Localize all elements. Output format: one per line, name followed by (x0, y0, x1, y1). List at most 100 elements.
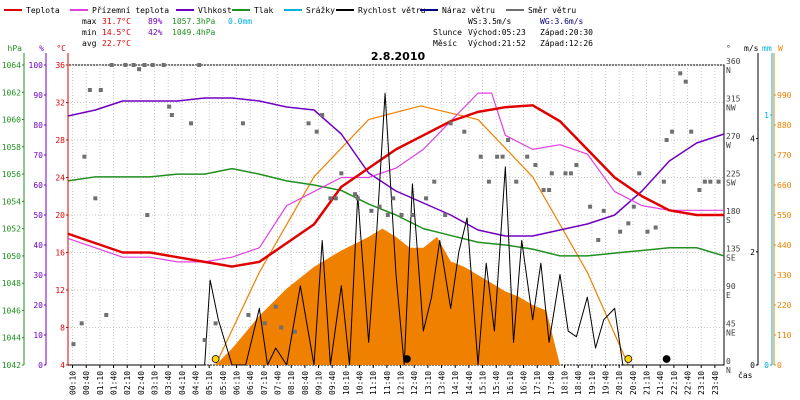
x-tick-label: 12:40 (410, 371, 419, 395)
stats-max-temp: 31.7°C (102, 17, 131, 26)
wind-dir-point (653, 225, 658, 230)
x-tick-label: 09:40 (328, 371, 337, 395)
pressure-tick-label: 1052 (2, 225, 21, 234)
pressure-tick-label: 1062 (2, 88, 21, 97)
wind-dir-tick-label: 0 (726, 357, 731, 366)
wind-dir-axis-title: ° (726, 44, 731, 53)
wind-dir-point (123, 63, 128, 67)
x-tick-label: 23:10 (697, 371, 706, 395)
x-tick-label: 20:10 (615, 371, 624, 395)
wind-dir-point (87, 88, 92, 92)
legend-label: Přízemní teplota (92, 6, 169, 15)
solar-tick-label: 770 (777, 151, 792, 160)
humidity-tick-label: 90 (33, 91, 43, 100)
solar-tick-label: 550 (777, 211, 792, 220)
solar-tick-label: 880 (777, 121, 792, 130)
solar-axis-title: W (778, 44, 783, 53)
wind-dir-point (391, 196, 396, 201)
wind-dir-tick-label: 315 (726, 95, 741, 104)
legend: Teplota Přízemní teplota Vlhkost Tlak Srážky… (4, 6, 576, 15)
wind-dir-tick-label: 90 (726, 282, 736, 291)
sun-moon-marker (403, 355, 411, 363)
x-tick-label: 12:10 (397, 371, 406, 395)
x-tick-label: 14:40 (465, 371, 474, 395)
wind-dir-point (525, 154, 530, 159)
wind-dir-compass-label: SW (726, 179, 736, 188)
rain-tick-label: 1 (764, 111, 769, 120)
wind-dir-tick-label: 225 (726, 170, 741, 179)
stats-min-temp: 14.5°C (102, 28, 131, 37)
legend-label: Vlhkost (198, 6, 232, 15)
stats-moon-set: Západ:12:26 (540, 39, 593, 48)
stats-max-press: 1057.3hPa (172, 17, 216, 26)
stats-rain: 0.0mm (228, 17, 252, 26)
stats-sun-set: Západ:20:30 (540, 28, 593, 37)
temperature-tick-label: 8 (60, 324, 65, 333)
wind-dir-point (161, 63, 166, 67)
stats-sun-label: Slunce (433, 28, 462, 37)
x-tick-label: 05:40 (219, 371, 228, 395)
temperature-tick-label: 16 (55, 249, 65, 258)
humidity-tick-label: 40 (33, 241, 43, 250)
x-tick-label: 23:40 (711, 371, 720, 395)
wind-dir-compass-label: SE (726, 254, 736, 263)
stats-block: max 31.7°C 89% 1057.3hPa 0.0mm min 14.5°… (82, 17, 593, 48)
temperature-tick-label: 36 (55, 61, 65, 70)
wind-dir-point (549, 171, 554, 176)
stats-avg-temp: 22.7°C (102, 39, 131, 48)
legend-label: Srážky (306, 6, 335, 15)
wind-dir-point (314, 129, 319, 134)
sun-moon-marker (624, 355, 633, 363)
stats-ws: WS:3.5m/s (468, 17, 512, 26)
series-lines (67, 92, 725, 366)
x-tick-label: 20:40 (629, 371, 638, 395)
x-tick-label: 00:40 (82, 371, 91, 395)
x-tick-label: 01:10 (96, 371, 105, 395)
wind-dir-point (443, 213, 448, 217)
wind-dir-point (328, 196, 333, 201)
x-tick-label: 05:10 (205, 371, 214, 395)
wind-dir-point (167, 104, 172, 109)
wind-dir-point (563, 171, 568, 176)
wind-dir-point (708, 179, 713, 184)
x-tick-label: 18:10 (561, 371, 570, 395)
humidity-tick-label: 60 (33, 181, 43, 190)
x-tick-label: 14:10 (451, 371, 460, 395)
wind-dir-point (631, 204, 636, 209)
wind-dir-point (369, 208, 374, 213)
humidity-tick-label: 10 (33, 331, 43, 340)
wind-dir-point (279, 325, 284, 330)
wind-dir-point (377, 204, 382, 209)
wind-dir-point (495, 154, 500, 159)
wind-dir-compass-label: NE (726, 329, 736, 338)
pressure-tick-label: 1042 (2, 361, 21, 370)
chart-title: 2.8.2010 (371, 50, 426, 63)
wind-dir-point (306, 121, 311, 126)
wind-dir-point (661, 179, 666, 184)
wind-dir-point (320, 113, 325, 117)
sun-moon-marker (662, 355, 671, 363)
stats-min-press: 1049.4hPa (172, 28, 216, 37)
wind-dir-point (399, 213, 404, 217)
humidity-axis-title: % (39, 44, 44, 53)
wind-dir-compass-label: N (726, 366, 731, 375)
wind-dir-point (514, 179, 519, 184)
wind-dir-point (104, 313, 109, 317)
x-tick-label: 13:10 (424, 371, 433, 395)
humidity-tick-label: 0 (38, 361, 43, 370)
wind-dir-point (478, 154, 483, 159)
wind-dir-point (169, 113, 174, 117)
wind-dir-point (109, 63, 114, 67)
wind-speed-tick-label: 0 (750, 361, 755, 370)
temperature-line (67, 104, 724, 268)
wind-dir-point (424, 196, 429, 201)
humidity-tick-label: 80 (33, 121, 43, 130)
time-axis-label: čas (738, 370, 753, 380)
wind-dir-tick-label: 180 (726, 207, 741, 216)
temperature-tick-label: 20 (55, 211, 65, 220)
x-tick-label: 04:40 (192, 371, 201, 395)
rain-axis-title: mm (762, 44, 772, 53)
wind-dir-tick-label: 135 (726, 245, 741, 254)
humidity-tick-label: 20 (33, 301, 43, 310)
